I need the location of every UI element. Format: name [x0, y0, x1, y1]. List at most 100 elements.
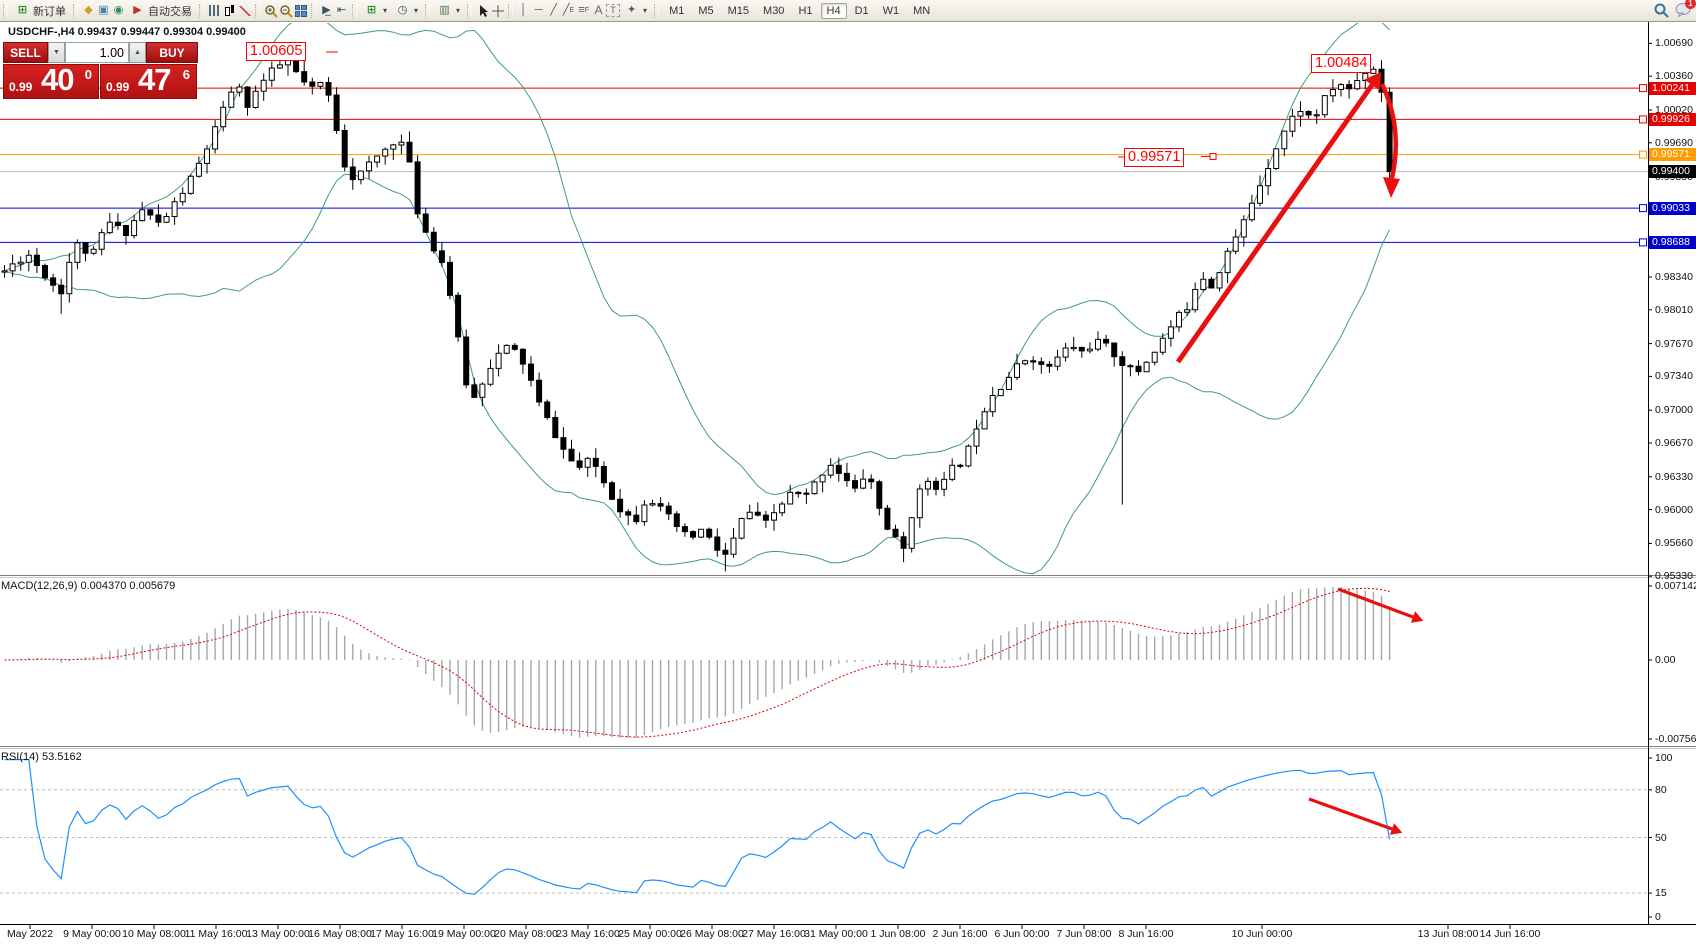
time-axis-label: 16 May 08:00	[308, 928, 372, 940]
time-axis-label: 19 May 00:00	[432, 928, 496, 940]
bollinger-upper-band	[4, 23, 1390, 496]
channel-tool-icon[interactable]: ╱ E	[562, 4, 575, 16]
zoom-out-icon[interactable]	[278, 3, 293, 18]
rsi-axis-label: 50	[1655, 832, 1667, 844]
zoom-in-icon[interactable]	[263, 3, 278, 18]
cursor-icon[interactable]	[475, 3, 490, 18]
macd-axis-label: 0.00	[1655, 654, 1676, 666]
arrows-tool-icon: ✦	[626, 4, 637, 16]
horizontal-line-tool-icon[interactable]: ─	[534, 4, 543, 16]
level-price-badge: 0.99033	[1649, 202, 1696, 215]
time-axis-label: 23 May 16:00	[556, 928, 620, 940]
notification-count-badge: 1	[1685, 0, 1696, 9]
crosshair-icon[interactable]	[490, 3, 505, 18]
step-forward-icon[interactable]: ▶̲	[322, 4, 331, 16]
price-axis-label: 0.99690	[1655, 137, 1693, 149]
price-axis-label: 0.95660	[1655, 537, 1693, 549]
tile-windows-icon[interactable]	[293, 3, 308, 18]
trendline-tool-icon[interactable]: ╱	[550, 4, 557, 16]
notifications-icon[interactable]: 1	[1675, 0, 1696, 20]
trend-arrow[interactable]	[1308, 797, 1393, 831]
template-icon: ▥	[439, 4, 450, 16]
price-annotation-orange-level[interactable]: 0.99571	[1124, 148, 1185, 167]
trend-arrow[interactable]	[1337, 587, 1414, 619]
text-label-tool-icon[interactable]: T	[606, 4, 621, 17]
time-axis-label: 10 May 08:00	[122, 928, 186, 940]
new-order-button[interactable]: ⊞ 新订单	[11, 2, 70, 20]
arrows-tool-button[interactable]: ✦ ▾	[620, 2, 651, 20]
time-axis-label: 25 May 00:00	[618, 928, 682, 940]
indicators-icon: ⊞	[366, 4, 377, 16]
text-tool-icon[interactable]: A	[594, 3, 603, 17]
price-axis-label: 0.96330	[1655, 471, 1693, 483]
level-line-handle[interactable]	[1639, 84, 1647, 93]
trend-arrow-head	[1364, 71, 1382, 91]
chart-shift-icon[interactable]: ⇤	[336, 4, 347, 16]
sell-button[interactable]: SELL	[3, 42, 48, 63]
sell-price-display[interactable]: 0.99 40 0	[3, 62, 99, 99]
new-order-label: 新订单	[33, 5, 66, 18]
timeframe-button-m30[interactable]: M30	[763, 4, 785, 17]
toolbar-grip	[654, 3, 660, 18]
down-arrow[interactable]	[1379, 83, 1398, 179]
toolbar-grip	[311, 3, 316, 18]
timeframe-button-w1[interactable]: W1	[882, 4, 900, 17]
line-chart-mode-icon[interactable]	[237, 3, 252, 18]
timeframe-button-m5[interactable]: M5	[698, 4, 714, 17]
timeframe-button-m15[interactable]: M15	[727, 4, 750, 17]
periods-button[interactable]: ◷ ▾	[391, 2, 422, 20]
buy-price-point: 6	[182, 67, 190, 82]
volume-input[interactable]: 1.00	[65, 42, 129, 63]
search-icon[interactable]	[1653, 2, 1669, 21]
bullish-candles	[1, 59, 1377, 555]
time-axis-label: 8 Jun 16:00	[1118, 928, 1174, 940]
price-axis-label: 0.95330	[1655, 570, 1693, 582]
volume-increase-button[interactable]: ▲	[129, 42, 146, 63]
toolbar-grip	[352, 3, 357, 18]
autotrading-label: 自动交易	[148, 5, 192, 18]
level-price-badge: 0.98688	[1649, 236, 1696, 249]
autotrading-button[interactable]: ▶ 自动交易	[126, 2, 196, 20]
vertical-line-tool-icon[interactable]: │	[520, 4, 527, 16]
timeframe-button-m1[interactable]: M1	[669, 4, 685, 17]
rsi-axis-label: 0	[1655, 911, 1661, 923]
time-axis-label: 14 Jun 16:00	[1479, 928, 1541, 940]
level-line-handle[interactable]	[1639, 204, 1647, 213]
fibonacci-tool-icon[interactable]: ≡ F	[578, 4, 589, 16]
market-watch-icon[interactable]: ◆	[84, 4, 93, 16]
level-line-handle[interactable]	[1639, 238, 1647, 247]
data-window-icon[interactable]: ▣	[98, 4, 109, 16]
time-axis-label: 13 Jun 08:00	[1417, 928, 1479, 940]
timeframe-button-d1[interactable]: D1	[854, 4, 869, 17]
trend-arrow[interactable]	[1175, 83, 1375, 364]
buy-button[interactable]: BUY	[146, 42, 198, 63]
price-annotation-jun-high[interactable]: 1.00484	[1311, 54, 1372, 73]
price-axis-label: 0.97000	[1655, 404, 1693, 416]
macd-pane	[4, 587, 1391, 738]
bar-chart-mode-icon[interactable]	[207, 3, 222, 18]
chart-canvas[interactable]	[0, 22, 1696, 944]
current-price-badge: 0.99400	[1649, 165, 1696, 178]
time-axis-label: May 2022	[6, 928, 54, 940]
indicators-button[interactable]: ⊞ ▾	[360, 2, 391, 20]
level-line-handle[interactable]	[1639, 115, 1647, 124]
buy-price-display[interactable]: 0.99 47 6	[100, 62, 197, 99]
templates-button[interactable]: ▥ ▾	[433, 2, 464, 20]
price-annotation-may-high[interactable]: 1.00605	[246, 42, 307, 61]
toolbar-grip	[3, 3, 8, 18]
time-axis-label: 20 May 08:00	[494, 928, 558, 940]
toolbar-grip	[425, 3, 431, 18]
one-click-trading-panel: SELL ▼ 1.00 ▲ BUY 0.99 40 0 0.99 47 6	[3, 42, 198, 99]
level-line-handle[interactable]	[1639, 150, 1647, 159]
toolbar-grip	[508, 3, 514, 18]
rsi-pane	[0, 758, 1648, 895]
price-axis-label: 1.00360	[1655, 70, 1693, 82]
navigator-icon[interactable]: ◉	[113, 4, 124, 16]
macd-axis-label: 0.007142	[1655, 580, 1696, 592]
timeframe-button-h1[interactable]: H1	[798, 4, 813, 17]
macd-indicator-label: MACD(12,26,9) 0.004370 0.005679	[1, 580, 176, 592]
candlestick-mode-icon[interactable]	[222, 3, 237, 18]
timeframe-button-h4[interactable]: H4	[820, 2, 847, 19]
timeframe-button-mn[interactable]: MN	[913, 4, 931, 17]
volume-decrease-button[interactable]: ▼	[48, 42, 65, 63]
